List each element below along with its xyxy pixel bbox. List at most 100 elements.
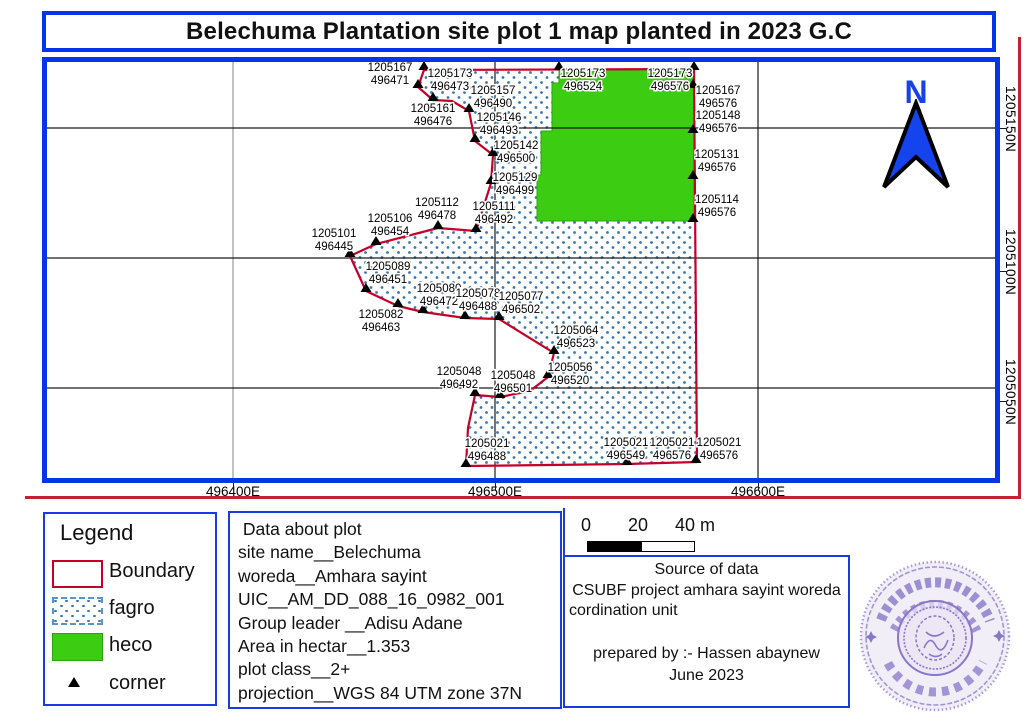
corner-marker-icon [687, 124, 699, 133]
official-stamp [859, 560, 1011, 712]
corner-coordinate-label: 1205157 496490 [471, 85, 516, 110]
map-frame: 1205167 496471 1205173 496473 1205157 496490 1… [42, 57, 1000, 483]
north-label: N [904, 74, 928, 110]
corner-marker-icon [459, 310, 471, 319]
corner-marker-icon [621, 456, 633, 465]
scalebar-divider-line [563, 508, 565, 555]
source-line-project: CSUBF project amhara sayint woreda [572, 582, 841, 599]
corner-coordinate-label: 1205048 496492 [437, 366, 482, 391]
scalebar-black-segment [587, 541, 642, 552]
source-line-unit: cordination unit [569, 602, 678, 619]
x-axis-tick-label: 496500E [467, 484, 523, 499]
corner-marker-icon [469, 133, 481, 142]
corner-coordinate-label: 1205021 496576 [650, 437, 695, 462]
source-heading: Source of data [654, 561, 759, 578]
corner-marker-icon [460, 458, 472, 467]
neatline-vertical [1018, 37, 1021, 499]
plot-info-line: UIC__AM_DD_088_16_0982_001 [238, 589, 505, 610]
north-arrow-icon [882, 99, 950, 189]
corner-marker-icon [432, 220, 444, 229]
corner-coordinate-label: 1205129 496499 [493, 172, 538, 197]
corner-marker-icon [687, 79, 699, 88]
y-axis-tickmark [1000, 128, 1007, 129]
corner-marker-icon [370, 236, 382, 245]
y-axis-tick-label: 1205050N [1003, 358, 1018, 426]
y-axis-tick-label: 1205150N [1003, 85, 1018, 153]
plot-info-line: woreda__Amhara sayint [238, 565, 427, 586]
scalebar-white-segment [641, 541, 695, 552]
corner-marker-icon [493, 311, 505, 320]
corner-coordinate-label: 1205101 496445 [312, 228, 357, 253]
source-line-preparedby: prepared by :- Hassen abaynew [593, 645, 820, 662]
corner-coordinate-label: 1205173 496524 [561, 68, 606, 93]
x-axis-tickmark [233, 483, 234, 490]
y-axis-tick-label: 1205100N [1003, 228, 1018, 296]
corner-marker-icon [417, 304, 429, 313]
legend-label-boundary: Boundary [109, 560, 195, 582]
corner-marker-icon [469, 387, 481, 396]
plot-info-line: site name__Belechuma [238, 542, 421, 563]
legend-label-heco: heco [109, 634, 153, 656]
x-axis-tick-label: 496400E [205, 484, 261, 499]
plot-info-line: projection__WGS 84 UTM zone 37N [238, 682, 523, 703]
scalebar-tick-40m: 40 m [674, 515, 716, 535]
corner-coordinate-label: 1205142 496500 [494, 140, 539, 165]
corner-coordinate-label: 1205173 496473 [428, 68, 473, 93]
legend-swatch-corner-triangle-icon [68, 677, 80, 687]
corner-coordinate-label: 1205082 496463 [359, 309, 404, 334]
scalebar-tick-20: 20 [627, 515, 649, 535]
corner-coordinate-label: 1205021 496549 [604, 437, 649, 462]
corner-marker-icon [427, 92, 439, 101]
corner-marker-icon [485, 175, 497, 184]
corner-marker-icon [418, 62, 430, 70]
plot-info-line: Group leader __Adisu Adane [238, 612, 463, 633]
corner-marker-icon [687, 213, 699, 222]
corner-marker-icon [690, 454, 702, 463]
corner-marker-icon [548, 345, 560, 354]
legend-label-fagro: fagro [109, 597, 155, 619]
scalebar-tick-0: 0 [580, 515, 591, 535]
corner-coordinate-label: 1205064 496523 [554, 325, 599, 350]
corner-marker-icon [360, 283, 372, 292]
corner-coordinate-label: 1205167 496576 [696, 85, 741, 110]
corner-marker-icon [494, 389, 506, 398]
corner-marker-icon [687, 170, 699, 179]
legend-title: Legend [60, 520, 134, 545]
corner-coordinate-label: 1205056 496520 [548, 362, 593, 387]
plot-info-line: Area in hectar__1.353 [238, 636, 411, 657]
corner-coordinate-label: 1205106 496454 [368, 213, 413, 238]
corner-marker-icon [344, 248, 356, 257]
corner-coordinate-label: 1205048 496501 [491, 370, 536, 395]
legend-swatch-heco [52, 633, 103, 661]
corner-coordinate-label: 1205021 496576 [697, 437, 742, 462]
neatline-horizontal [25, 496, 1021, 499]
legend-box: Legend Boundary fagro heco corner [43, 512, 217, 706]
legend-swatch-fagro [52, 597, 103, 625]
source-line-date: June 2023 [669, 667, 744, 684]
corner-marker-icon [392, 298, 404, 307]
corner-coordinate-label: 1205080 496472 [417, 283, 462, 308]
corner-coordinate-label: 1205111 496492 [472, 201, 515, 226]
corner-marker-icon [487, 147, 499, 156]
corner-coordinate-label: 1205021 496488 [465, 438, 510, 463]
corner-coordinate-label: 1205078 496488 [456, 288, 501, 313]
plot-boundary [348, 67, 699, 468]
corner-marker-icon [463, 103, 475, 112]
corner-coordinate-label: 1205131 496576 [695, 149, 740, 174]
x-axis-tickmark [758, 483, 759, 490]
corner-marker-icon [542, 369, 554, 378]
y-axis-tickmark [1000, 271, 1007, 272]
x-axis-tick-label: 496600E [730, 484, 786, 499]
corner-coordinate-label: 1205114 496576 [695, 194, 740, 219]
source-box: Source of data CSUBF project amhara sayi… [563, 555, 850, 708]
corner-coordinate-label: 1205077 496502 [499, 291, 544, 316]
corner-coordinate-label: 1205167 496471 [368, 62, 413, 87]
legend-swatch-boundary [52, 560, 103, 588]
legend-label-corner: corner [109, 672, 166, 694]
plot-info-line: plot class__2+ [238, 659, 351, 680]
corner-marker-icon [553, 62, 565, 70]
corner-marker-icon [688, 62, 700, 70]
plot-info-line: Data about plot [238, 519, 362, 539]
corner-coordinate-label: 1205173 496576 [648, 68, 693, 93]
